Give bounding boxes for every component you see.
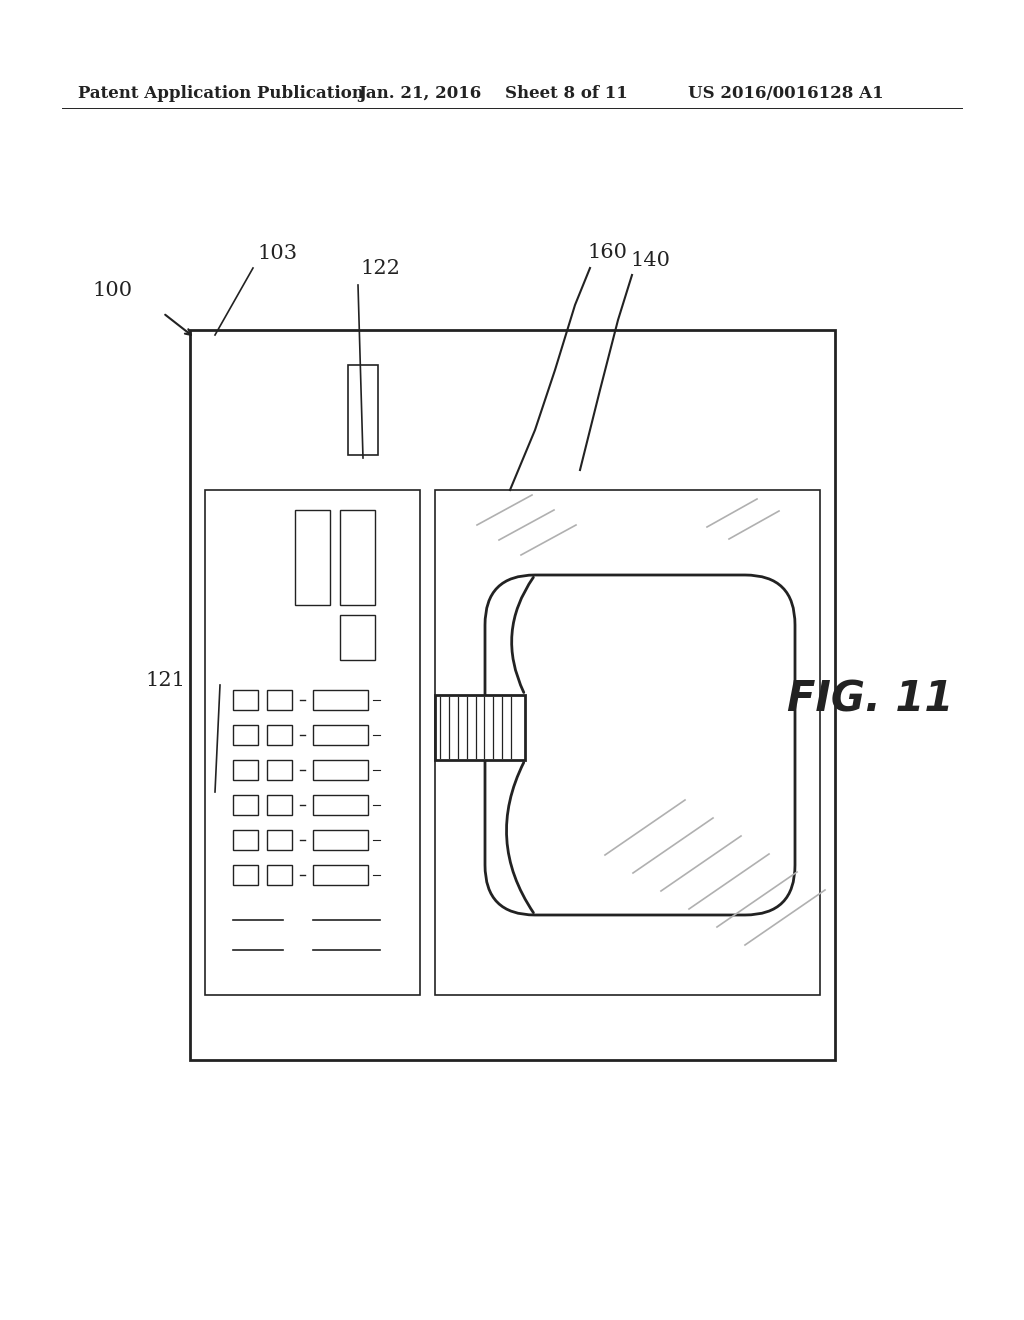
Bar [267,865,292,884]
Text: FIG. 11: FIG. 11 [786,678,953,721]
Bar [190,330,835,1060]
Bar [267,725,292,744]
Bar [435,490,820,995]
Text: 103: 103 [257,244,297,263]
Bar [295,510,330,605]
Bar [435,696,525,760]
Text: 122: 122 [360,259,400,279]
Bar [340,615,375,660]
Bar [233,725,258,744]
Text: 140: 140 [630,251,670,271]
Bar [233,865,258,884]
Bar [313,795,368,814]
Bar [313,690,368,710]
Bar [267,795,292,814]
Text: Sheet 8 of 11: Sheet 8 of 11 [505,84,628,102]
FancyBboxPatch shape [485,576,795,915]
Text: Patent Application Publication: Patent Application Publication [78,84,364,102]
Bar [233,830,258,850]
Bar [313,865,368,884]
Bar [233,760,258,780]
Text: 121: 121 [145,671,185,689]
Bar [267,760,292,780]
Bar [313,830,368,850]
Bar [313,760,368,780]
Bar [233,795,258,814]
Bar [340,510,375,605]
Text: Jan. 21, 2016: Jan. 21, 2016 [358,84,481,102]
Bar [233,690,258,710]
Bar [348,366,378,455]
Text: 100: 100 [93,281,133,300]
Bar [205,490,420,995]
Bar [267,830,292,850]
Bar [267,690,292,710]
Text: US 2016/0016128 A1: US 2016/0016128 A1 [688,84,884,102]
Bar [313,725,368,744]
Text: 160: 160 [587,243,627,261]
